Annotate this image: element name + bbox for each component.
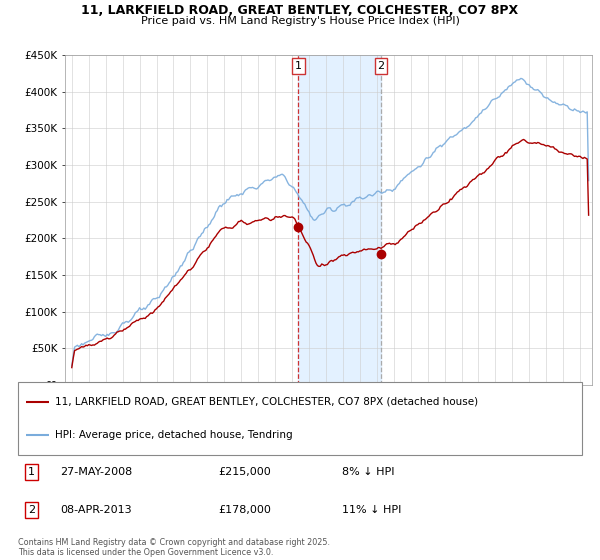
- Text: 1: 1: [295, 61, 302, 71]
- Text: 8% ↓ HPI: 8% ↓ HPI: [342, 467, 395, 477]
- Text: Contains HM Land Registry data © Crown copyright and database right 2025.
This d: Contains HM Land Registry data © Crown c…: [18, 538, 330, 557]
- Text: 11, LARKFIELD ROAD, GREAT BENTLEY, COLCHESTER, CO7 8PX: 11, LARKFIELD ROAD, GREAT BENTLEY, COLCH…: [82, 4, 518, 17]
- Text: 27-MAY-2008: 27-MAY-2008: [60, 467, 133, 477]
- Text: HPI: Average price, detached house, Tendring: HPI: Average price, detached house, Tend…: [55, 430, 292, 440]
- Text: £215,000: £215,000: [218, 467, 271, 477]
- Text: £178,000: £178,000: [218, 505, 271, 515]
- FancyBboxPatch shape: [18, 382, 582, 455]
- Text: 08-APR-2013: 08-APR-2013: [60, 505, 132, 515]
- Text: 2: 2: [377, 61, 385, 71]
- Text: 1: 1: [28, 467, 35, 477]
- Text: Price paid vs. HM Land Registry's House Price Index (HPI): Price paid vs. HM Land Registry's House …: [140, 16, 460, 26]
- Text: 11, LARKFIELD ROAD, GREAT BENTLEY, COLCHESTER, CO7 8PX (detached house): 11, LARKFIELD ROAD, GREAT BENTLEY, COLCH…: [55, 396, 478, 407]
- Bar: [298, 55, 381, 385]
- Text: 11% ↓ HPI: 11% ↓ HPI: [342, 505, 401, 515]
- Text: 2: 2: [28, 505, 35, 515]
